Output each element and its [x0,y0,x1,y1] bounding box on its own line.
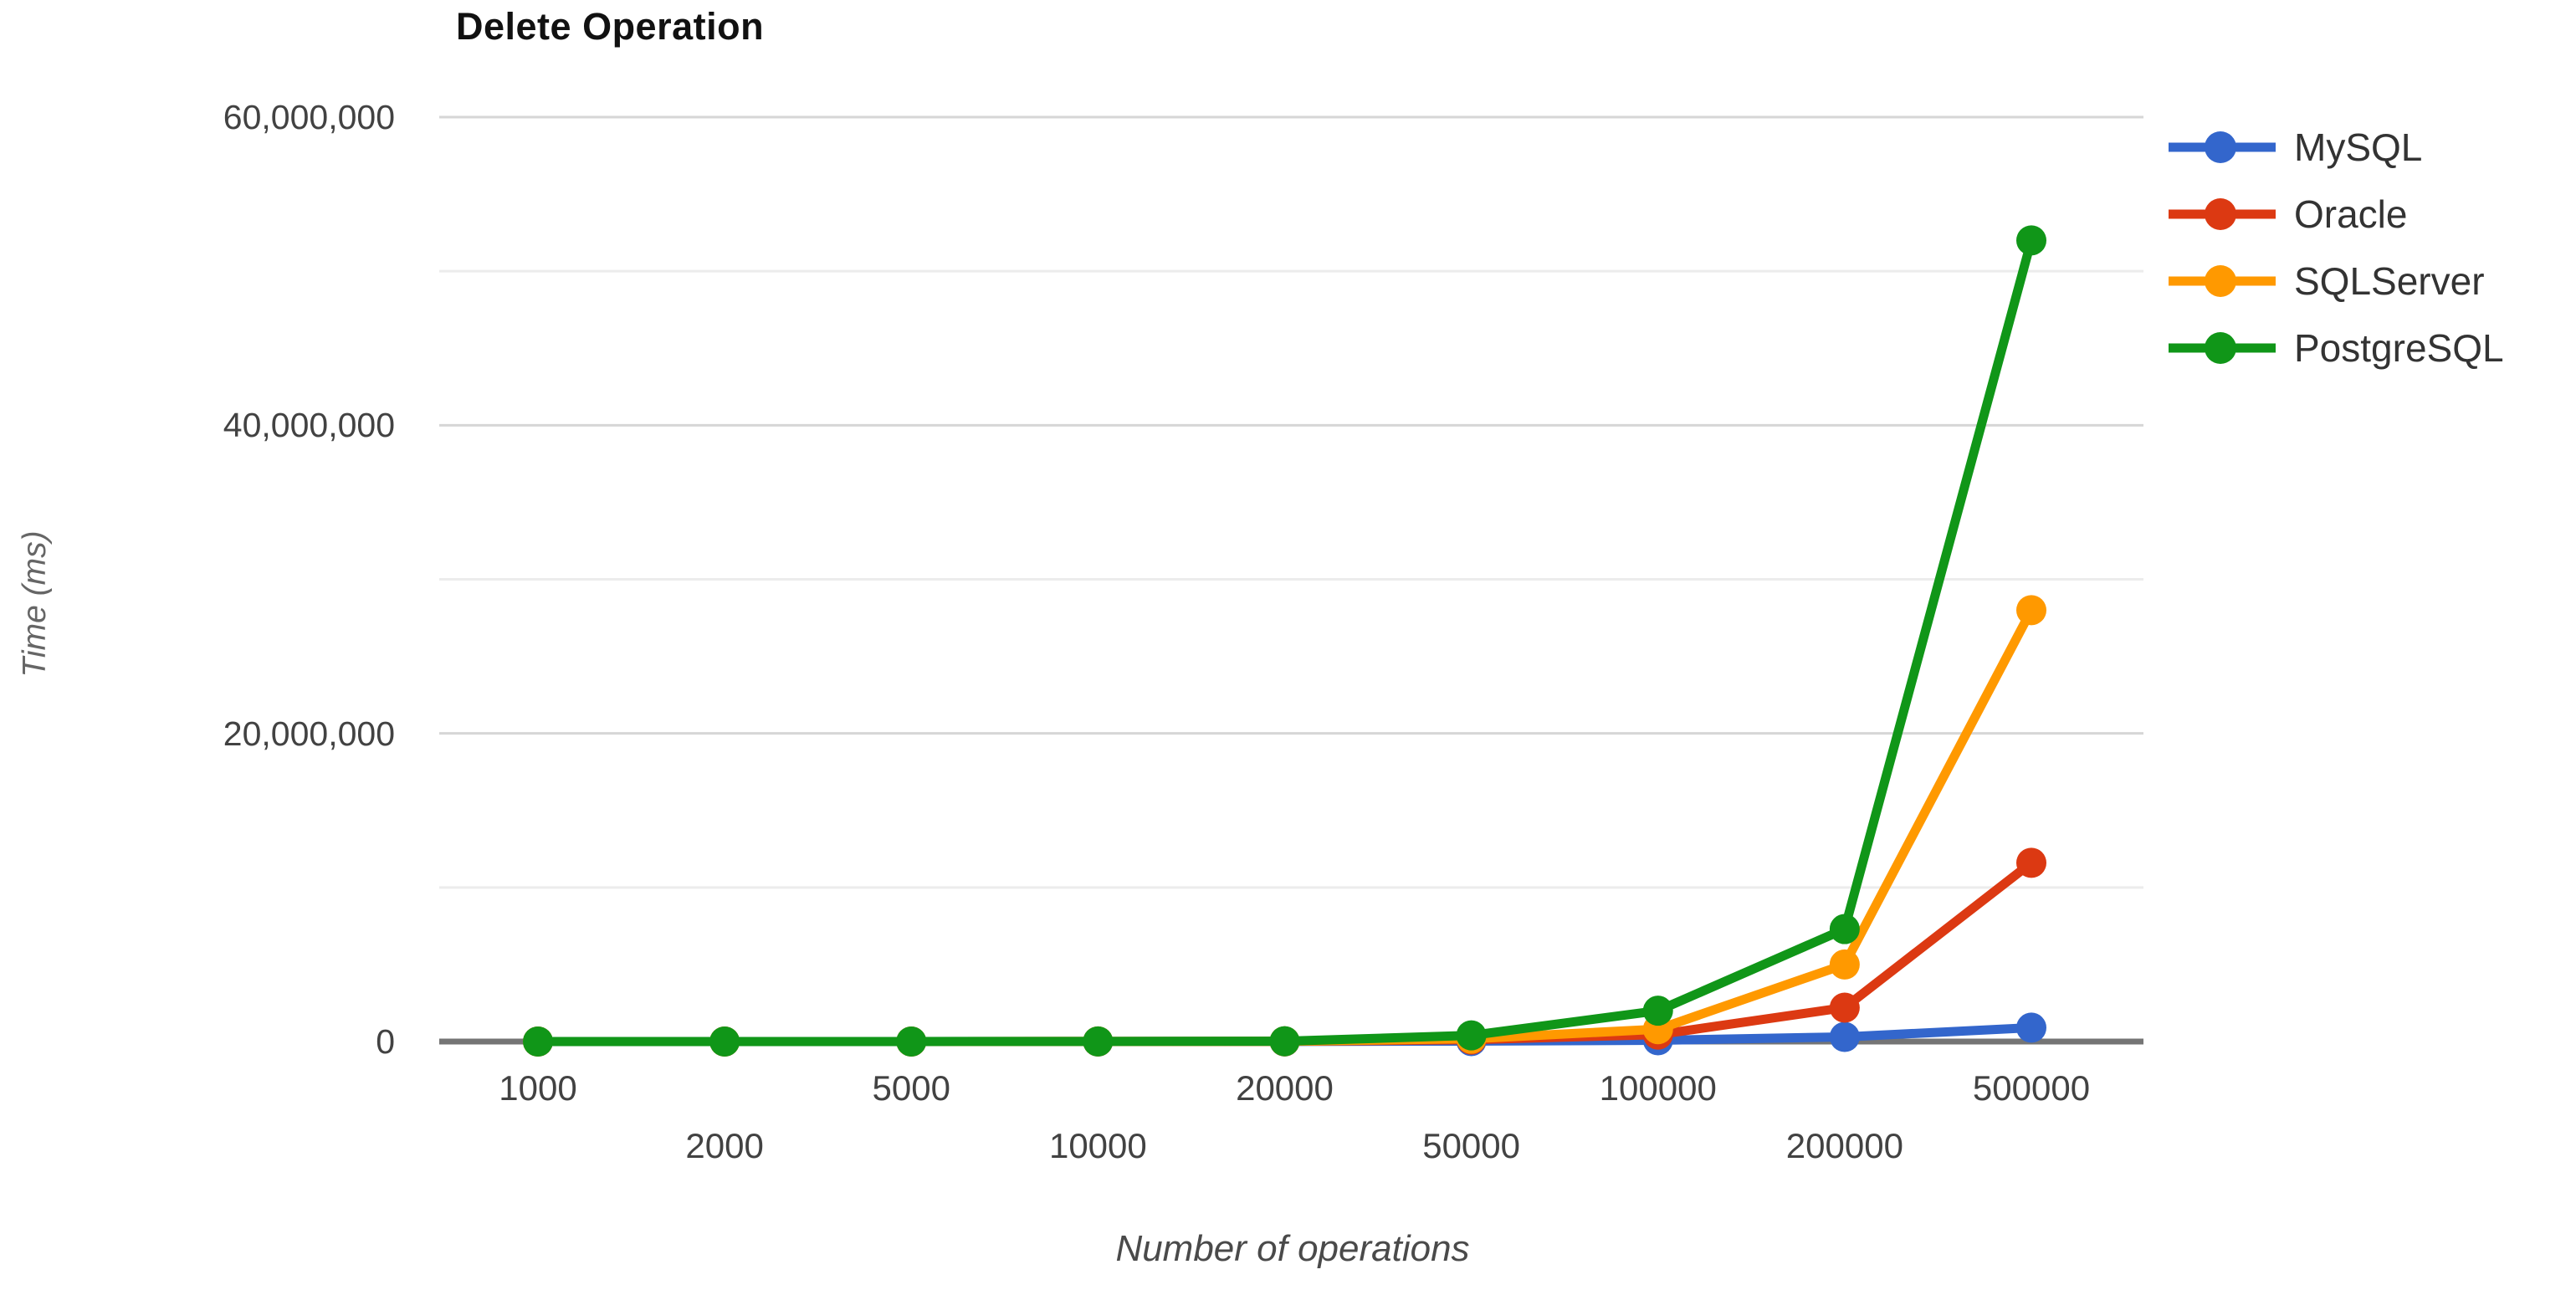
data-point-oracle [2016,847,2046,878]
legend-label: PostgreSQL [2294,326,2504,370]
legend-item-sqlserver: SQLServer [2169,259,2504,303]
legend-label: MySQL [2294,125,2423,169]
legend-marker-icon [2169,265,2276,297]
data-point-mysql [2016,1012,2046,1043]
legend-marker-icon [2169,131,2276,163]
data-point-postgresql [1829,914,1860,944]
data-point-postgresql [709,1026,740,1057]
series-line-oracle [533,857,2036,1047]
chart-title: Delete Operation [456,5,765,48]
x-tick-label: 2000 [685,1126,764,1165]
y-tick-label: 40,000,000 [223,406,395,445]
series-line-postgresql [533,235,2036,1047]
x-tick-label: 20000 [1236,1068,1334,1108]
data-point-oracle [1829,992,1860,1023]
data-point-postgresql [1642,996,1673,1026]
data-point-postgresql [1456,1020,1487,1051]
x-tick-label: 200000 [1785,1126,1903,1165]
legend-label: SQLServer [2294,259,2485,303]
legend-item-mysql: MySQL [2169,125,2504,169]
legend-marker-icon [2169,332,2276,364]
data-point-postgresql [896,1026,927,1057]
x-tick-label: 50000 [1422,1126,1521,1165]
y-tick-label: 60,000,000 [223,98,395,136]
data-point-sqlserver [2016,595,2046,626]
x-tick-label: 5000 [872,1068,950,1108]
legend-marker-icon [2169,198,2276,230]
x-tick-label: 500000 [1972,1068,2091,1108]
y-axis-title: Time (ms) [17,530,53,678]
data-point-postgresql [2016,225,2046,256]
y-tick-label: 20,000,000 [223,714,395,753]
data-point-sqlserver [1829,949,1860,980]
legend: MySQL Oracle SQLServer PostgreSQL [2169,125,2504,395]
data-point-mysql [1829,1021,1860,1052]
legend-item-oracle: Oracle [2169,192,2504,236]
series-line-sqlserver [533,605,2036,1047]
x-axis-title: Number of operations [1115,1228,1470,1269]
data-point-postgresql [523,1026,553,1057]
x-tick-label: 100000 [1599,1068,1717,1108]
y-tick-label: 0 [376,1022,395,1061]
x-tick-label: 1000 [499,1068,577,1108]
x-tick-label: 10000 [1048,1126,1147,1165]
data-point-postgresql [1269,1026,1300,1057]
legend-item-postgresql: PostgreSQL [2169,326,2504,370]
legend-label: Oracle [2294,192,2408,236]
data-point-postgresql [1083,1026,1114,1057]
